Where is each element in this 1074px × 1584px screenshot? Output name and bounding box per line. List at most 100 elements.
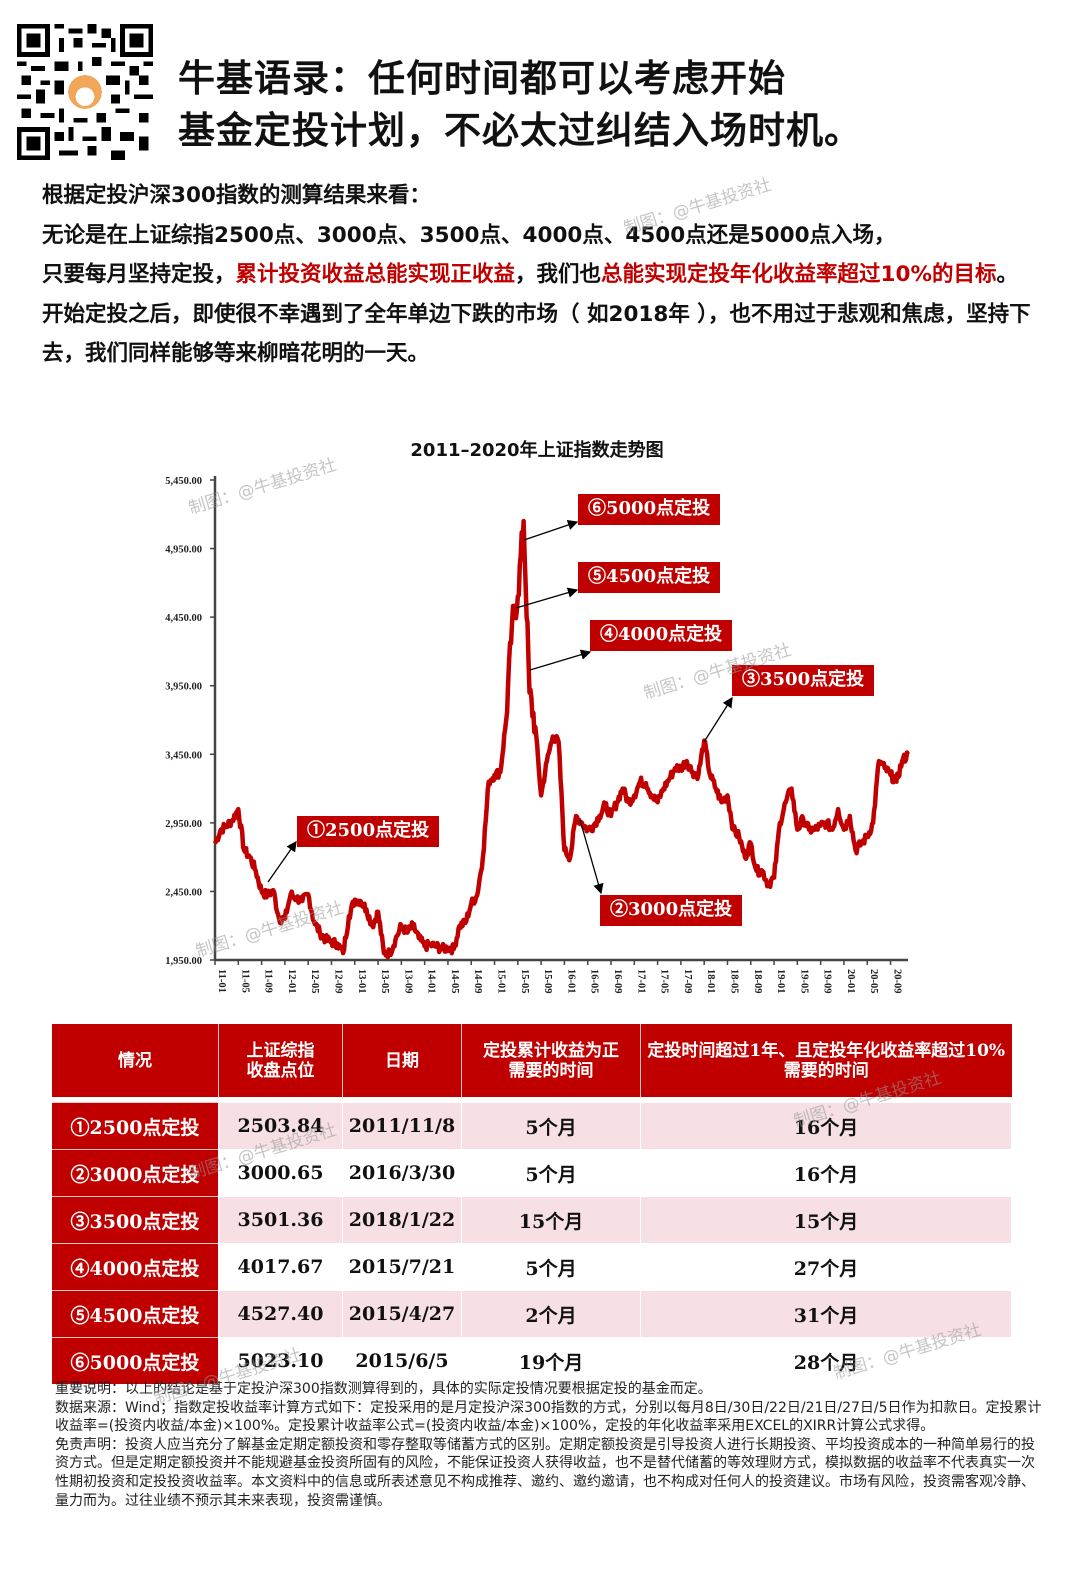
annotation-label: ②3000点定投 xyxy=(600,895,743,926)
header-text: 收盘点位 xyxy=(246,1060,315,1081)
table-row: ⑤4500点定投 4527.40 2015/4/27 2个月 31个月 xyxy=(52,1290,1012,1338)
y-tick-label: 4,950.00 xyxy=(165,545,202,556)
table-row: ④4000点定投 4017.67 2015/7/21 5个月 27个月 xyxy=(52,1243,1012,1291)
y-tick-label: 3,450.00 xyxy=(165,750,202,761)
y-tick-label: 3,950.00 xyxy=(165,682,202,693)
x-tick-label: 20-05 xyxy=(868,969,879,994)
annotation-arrow xyxy=(523,520,579,541)
x-tick-label: 16-01 xyxy=(565,969,576,994)
x-tick-label: 20-01 xyxy=(845,969,856,994)
header-text: 日期 xyxy=(385,1050,419,1071)
x-tick-label: 14-09 xyxy=(472,969,483,994)
y-tick-label: 2,950.00 xyxy=(165,819,202,830)
x-tick-label: 16-09 xyxy=(612,969,623,994)
intro-paragraph-2: 无论是在上证综指2500点、3000点、3500点、4000点、4500点还是5… xyxy=(42,222,896,248)
note-disclaimer: 免责声明：投资人应当充分了解基金定期定额投资和零存整取等储蓄方式的区别。定期定额… xyxy=(55,1436,1035,1509)
note-important: 重要说明：以上的结论是基于定投沪深300指数测算得到的，具体的实际定投情况要根据… xyxy=(55,1381,712,1397)
annotation-label: ①2500点定投 xyxy=(297,816,440,847)
headline-line-1: 牛基语录：任何时间都可以考虑开始 xyxy=(178,56,786,100)
y-tick-label: 4,450.00 xyxy=(165,613,202,624)
header-text: 定投时间超过1年、且定投年化收益率超过10% xyxy=(647,1040,1006,1061)
close-value: 5023.10 xyxy=(218,1337,343,1384)
footnotes: 重要说明：以上的结论是基于定投沪深300指数测算得到的，具体的实际定投情况要根据… xyxy=(55,1380,1045,1510)
row-label: ⑥5000点定投 xyxy=(52,1337,219,1384)
close-value: 2503.84 xyxy=(218,1102,343,1150)
col-header-date: 日期 xyxy=(342,1024,462,1098)
over10-time: 28个月 xyxy=(640,1337,1012,1384)
header-text: 需要的时间 xyxy=(508,1060,594,1081)
row-label: ③3500点定投 xyxy=(52,1196,219,1244)
intro-text-e: 。 xyxy=(996,262,1019,287)
y-tick-label: 1,950.00 xyxy=(165,956,202,967)
close-value: 3501.36 xyxy=(218,1196,343,1244)
note-data-source: 数据来源：Wind；指数定投收益率计算方式如下：定投采用的是月定投沪深300指数… xyxy=(55,1399,1042,1435)
x-tick-label: 14-01 xyxy=(426,969,437,994)
x-tick-label: 12-01 xyxy=(286,969,297,994)
x-tick-label: 15-01 xyxy=(496,969,507,994)
positive-time: 5个月 xyxy=(461,1149,641,1197)
highlight-annualized-return: 总能实现定投年化收益率超过10%的目标 xyxy=(601,262,997,287)
positive-time: 15个月 xyxy=(461,1196,641,1244)
intro-text-a: 只要每月坚持定投， xyxy=(42,262,236,287)
highlight-positive-return: 累计投资收益总能实现正收益 xyxy=(235,262,516,287)
positive-time: 19个月 xyxy=(461,1337,641,1384)
over10-time: 31个月 xyxy=(640,1290,1012,1338)
summary-table: 情况 上证综指 收盘点位 日期 定投累计收益为正 需要的时间 定投时间超过1年、且定… xyxy=(52,1024,1012,1384)
x-tick-label: 17-09 xyxy=(682,969,693,994)
date-value: 2016/3/30 xyxy=(342,1149,462,1197)
page-headline: 牛基语录：任何时间都可以考虑开始 基金定投计划，不必太过纠结入场时机。 xyxy=(178,52,862,156)
annotation-label: ⑤4500点定投 xyxy=(578,562,721,593)
annotation-arrow xyxy=(267,840,297,883)
x-tick-label: 13-01 xyxy=(356,969,367,994)
y-tick-label: 2,450.00 xyxy=(165,887,202,898)
annotation-arrow xyxy=(579,819,604,895)
close-value: 4527.40 xyxy=(218,1290,343,1338)
x-tick-label: 12-09 xyxy=(332,969,343,994)
x-tick-label: 14-05 xyxy=(449,969,460,994)
intro-paragraph-3: 只要每月坚持定投，累计投资收益总能实现正收益，我们也总能实现定投年化收益率超过1… xyxy=(42,255,1052,295)
intro-text: 根据定投沪深300指数的测算结果来看： 无论是在上证综指2500点、3000点、… xyxy=(42,176,1052,374)
intro-paragraph-1: 根据定投沪深300指数的测算结果来看： xyxy=(42,183,431,208)
x-tick-label: 11-05 xyxy=(239,969,250,993)
col-header-over10-time: 定投时间超过1年、且定投年化收益率超过10% 需要的时间 xyxy=(640,1024,1012,1098)
x-tick-label: 17-01 xyxy=(635,969,646,994)
x-tick-label: 17-05 xyxy=(659,969,670,994)
annotation-arrow xyxy=(529,649,592,671)
row-label: ⑤4500点定投 xyxy=(52,1290,219,1338)
table-header-row: 情况 上证综指 收盘点位 日期 定投累计收益为正 需要的时间 定投时间超过1年、且定… xyxy=(52,1024,1012,1098)
table-row: ②3000点定投 3000.65 2016/3/30 5个月 16个月 xyxy=(52,1149,1012,1197)
line-chart: 1,950.00 2,450.00 2,950.00 3,450.00 3,950.00… xyxy=(165,476,910,994)
positive-time: 5个月 xyxy=(461,1243,641,1291)
positive-time: 5个月 xyxy=(461,1102,641,1150)
close-value: 4017.67 xyxy=(218,1243,343,1291)
index-line xyxy=(212,518,910,960)
x-tick-label: 19-05 xyxy=(798,969,809,994)
date-value: 2015/7/21 xyxy=(342,1243,462,1291)
intro-text-c: ，我们也 xyxy=(515,262,602,287)
col-header-positive-time: 定投累计收益为正 需要的时间 xyxy=(461,1024,641,1098)
row-label: ①2500点定投 xyxy=(52,1102,219,1150)
date-value: 2015/4/27 xyxy=(342,1290,462,1338)
positive-time: 2个月 xyxy=(461,1290,641,1338)
close-value: 3000.65 xyxy=(218,1149,343,1197)
table-row: ⑥5000点定投 5023.10 2015/6/5 19个月 28个月 xyxy=(52,1337,1012,1384)
qr-code-icon xyxy=(17,24,153,160)
date-value: 2011/11/8 xyxy=(342,1102,462,1150)
header-text: 情况 xyxy=(118,1050,152,1071)
x-tick-label: 13-09 xyxy=(402,969,413,994)
x-tick-label: 18-05 xyxy=(728,969,739,994)
x-tick-label: 12-05 xyxy=(309,969,320,994)
annotation-label: ④4000点定投 xyxy=(590,620,733,651)
row-label: ②3000点定投 xyxy=(52,1149,219,1197)
x-tick-label: 13-05 xyxy=(379,969,390,994)
header-text: 需要的时间 xyxy=(783,1060,869,1081)
over10-time: 16个月 xyxy=(640,1149,1012,1197)
annotation-label: ⑥5000点定投 xyxy=(578,494,721,525)
annotation-arrow xyxy=(515,587,579,609)
x-tick-label: 19-01 xyxy=(775,969,786,994)
x-tick-label: 20-09 xyxy=(892,969,903,994)
annotation-label: ③3500点定投 xyxy=(732,665,875,696)
x-tick-label: 11-09 xyxy=(263,969,274,993)
x-tick-label: 16-05 xyxy=(589,969,600,994)
over10-time: 15个月 xyxy=(640,1196,1012,1244)
